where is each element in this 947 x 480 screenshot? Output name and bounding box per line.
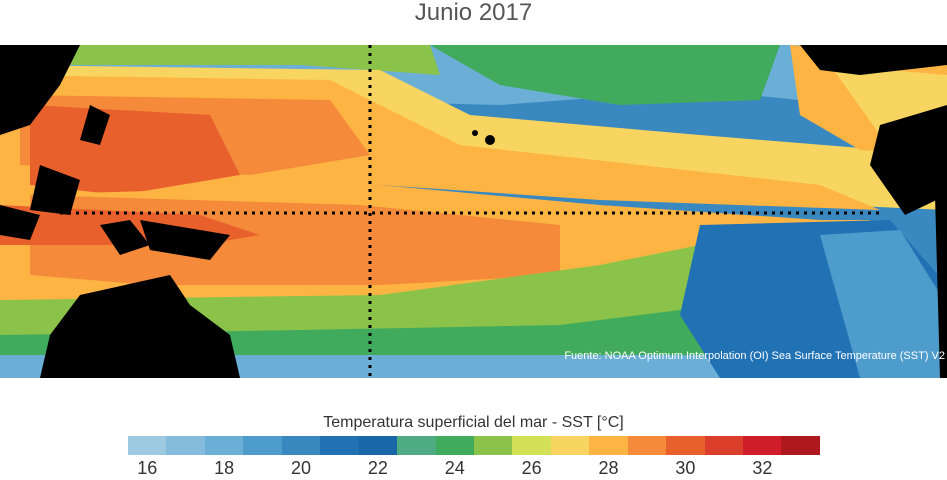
colorbar-swatch bbox=[550, 436, 590, 455]
colorbar-swatch bbox=[281, 436, 321, 455]
colorbar-swatch bbox=[627, 436, 667, 455]
colorbar-swatch bbox=[128, 436, 167, 455]
colorbar-tick-label: 22 bbox=[367, 458, 388, 478]
colorbar-ticks: 16 18 20 22 24 26 28 30 32 bbox=[128, 458, 820, 480]
map-title: Junio 2017 bbox=[414, 0, 533, 26]
colorbar-swatch bbox=[435, 436, 474, 455]
colorbar-swatch bbox=[589, 436, 628, 455]
colorbar-swatch bbox=[666, 436, 705, 455]
colorbar-swatch bbox=[781, 436, 820, 455]
colorbar-swatch bbox=[243, 436, 282, 455]
source-note: Fuente: NOAA Optimum Interpolation (OI) … bbox=[564, 350, 945, 362]
colorbar-tick-label: 30 bbox=[675, 458, 696, 478]
colorbar-swatch bbox=[204, 436, 244, 455]
colorbar-tick-label: 32 bbox=[752, 458, 773, 478]
colorbar-tick-label: 28 bbox=[598, 458, 619, 478]
colorbar-swatch bbox=[743, 436, 782, 455]
colorbar-tick-label: 26 bbox=[521, 458, 542, 478]
colorbar-swatch bbox=[512, 436, 551, 455]
colorbar-swatch bbox=[320, 436, 359, 455]
colorbar-swatch bbox=[397, 436, 436, 455]
sst-map bbox=[0, 45, 947, 378]
colorbar-swatch bbox=[704, 436, 743, 455]
colorbar-label: Temperatura superficial del mar - SST [°… bbox=[323, 414, 624, 431]
colorbar-swatch bbox=[358, 436, 398, 455]
colorbar-swatch bbox=[166, 436, 205, 455]
colorbar bbox=[128, 436, 820, 455]
colorbar-tick-label: 20 bbox=[290, 458, 312, 478]
colorbar-tick-label: 16 bbox=[137, 458, 158, 478]
colorbar-swatch bbox=[473, 436, 513, 455]
colorbar-tick-label: 24 bbox=[444, 458, 465, 478]
colorbar-tick-label: 18 bbox=[214, 458, 235, 478]
